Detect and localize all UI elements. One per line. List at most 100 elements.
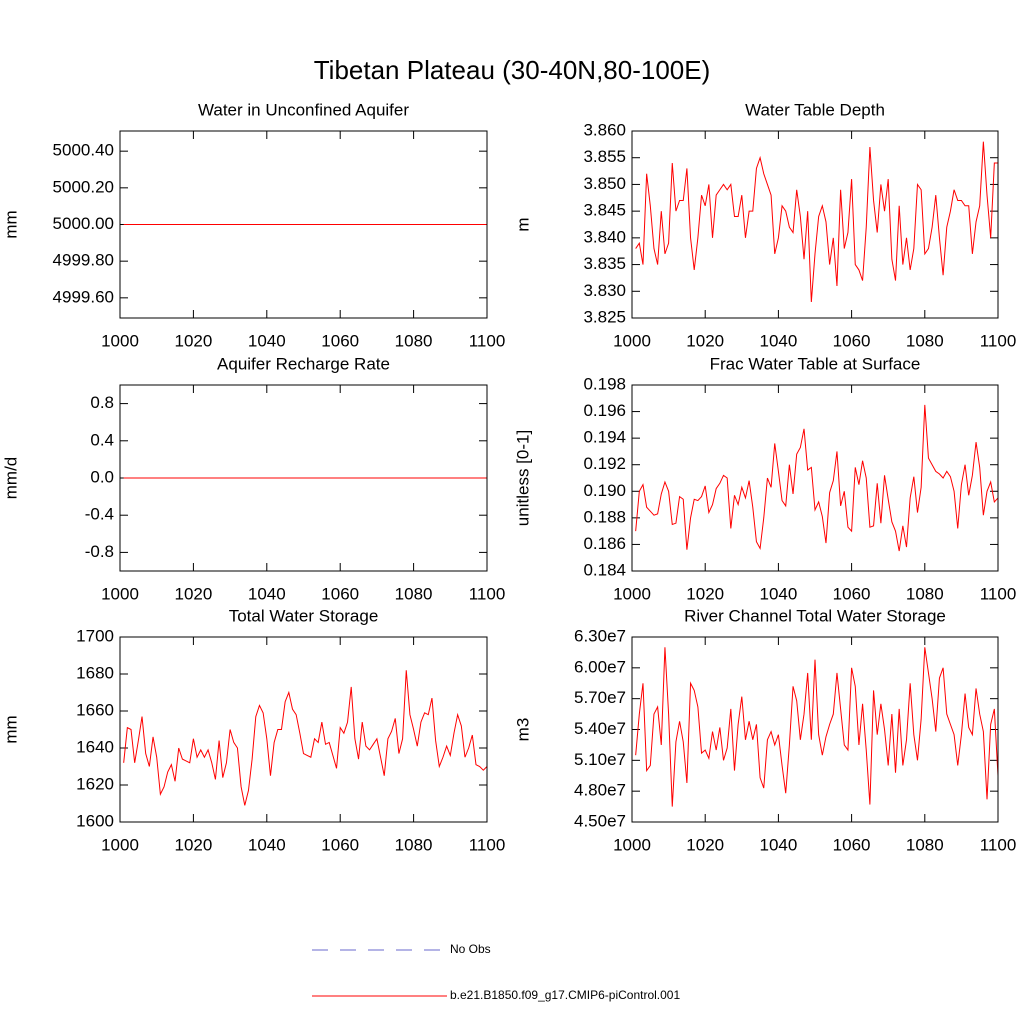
data-line [635, 141, 998, 303]
panel: Water Table Depth m 3.825 3.830 3.835 3.840 3.… [513, 100, 1016, 350]
x-tick-label: 1100 [980, 835, 1017, 854]
x-tick-label: 1040 [248, 584, 286, 603]
y-axis-label: m3 [513, 718, 532, 742]
plot-frame [119, 384, 488, 572]
data-line [123, 670, 488, 806]
legend-label: b.e21.B1850.f09_g17.CMIP6-piControl.001 [450, 988, 680, 1002]
y-tick-label: 1680 [76, 663, 114, 682]
x-tick-label: 1040 [248, 331, 286, 350]
y-tick-label: 6.30e7 [574, 626, 626, 645]
y-tick-label: -0.8 [85, 542, 114, 561]
data-line [635, 404, 999, 552]
x-tick-label: 1100 [980, 331, 1017, 350]
x-tick-label: 1020 [686, 584, 724, 603]
x-tick-label: 1040 [759, 835, 797, 854]
panel: Total Water Storage mm 1600 1620 1640 1660 168… [1, 606, 505, 854]
x-tick-label: 1060 [833, 584, 871, 603]
y-tick-label: 0.186 [583, 534, 626, 553]
x-tick-label: 1020 [174, 835, 212, 854]
x-tick-label: 1060 [321, 584, 359, 603]
y-tick-label: 1620 [76, 774, 114, 793]
y-tick-label: 5.40e7 [574, 719, 626, 738]
y-tick-label: 1600 [76, 811, 114, 830]
y-tick-label: 3.835 [583, 254, 626, 273]
x-tick-label: 1020 [686, 835, 724, 854]
plot-frame [631, 636, 999, 823]
x-tick-label: 1080 [395, 584, 433, 603]
y-tick-label: 0.194 [583, 428, 626, 447]
y-tick-label: 0.8 [90, 393, 114, 412]
y-axis-label: mm [1, 715, 20, 743]
y-tick-label: 5.10e7 [574, 750, 626, 769]
panel: Frac Water Table at Surface unitless [0-1… [513, 354, 1016, 603]
x-tick-label: 1000 [613, 331, 651, 350]
panel-title: Total Water Storage [229, 606, 379, 625]
x-tick-label: 1060 [321, 835, 359, 854]
y-tick-label: 1700 [76, 626, 114, 645]
y-tick-label: 3.850 [583, 174, 626, 193]
y-tick-label: 6.00e7 [574, 657, 626, 676]
y-tick-label: 3.845 [583, 201, 626, 220]
plot-frame [631, 384, 999, 572]
y-tick-label: 0.188 [583, 507, 626, 526]
y-axis-label: mm/d [1, 457, 20, 500]
panel-title: Frac Water Table at Surface [710, 354, 921, 373]
y-tick-label: 4999.60 [53, 287, 114, 306]
y-tick-label: 3.830 [583, 281, 626, 300]
y-tick-label: 5000.40 [53, 141, 114, 160]
figure-title: Tibetan Plateau (30-40N,80-100E) [314, 55, 711, 85]
y-tick-label: 0.0 [90, 467, 114, 486]
y-tick-label: 0.196 [583, 401, 626, 420]
x-tick-label: 1040 [759, 331, 797, 350]
x-tick-label: 1080 [906, 331, 944, 350]
plot-frame [119, 130, 488, 319]
x-tick-label: 1080 [395, 835, 433, 854]
panel-title: Water in Unconfined Aquifer [198, 100, 409, 119]
x-tick-label: 1020 [686, 331, 724, 350]
x-tick-label: 1060 [833, 331, 871, 350]
x-tick-label: 1000 [613, 835, 651, 854]
x-tick-label: 1020 [174, 584, 212, 603]
y-tick-label: 3.855 [583, 147, 626, 166]
x-tick-label: 1060 [833, 835, 871, 854]
y-tick-label: 4999.80 [53, 251, 114, 270]
y-tick-label: -0.4 [85, 505, 114, 524]
panel-title: River Channel Total Water Storage [684, 606, 946, 625]
x-tick-label: 1000 [101, 331, 139, 350]
y-tick-label: 0.198 [583, 374, 626, 393]
x-tick-label: 1040 [248, 835, 286, 854]
panel: River Channel Total Water Storage m3 4.50e… [513, 606, 1016, 854]
x-tick-label: 1020 [174, 331, 212, 350]
y-tick-label: 0.4 [90, 430, 114, 449]
y-tick-label: 5000.20 [53, 177, 114, 196]
y-axis-label: m [513, 217, 532, 231]
y-tick-label: 0.184 [583, 560, 626, 579]
data-line [635, 647, 999, 807]
x-tick-label: 1100 [980, 584, 1017, 603]
x-tick-label: 1100 [469, 835, 506, 854]
y-tick-label: 4.80e7 [574, 781, 626, 800]
x-tick-label: 1080 [906, 584, 944, 603]
y-tick-label: 5000.00 [53, 214, 114, 233]
plot-frame [119, 636, 488, 823]
x-tick-label: 1100 [469, 331, 506, 350]
panel: Water in Unconfined Aquifer mm 4999.60 4999… [1, 100, 505, 350]
y-tick-label: 0.190 [583, 481, 626, 500]
x-tick-label: 1000 [101, 835, 139, 854]
y-tick-label: 3.860 [583, 120, 626, 139]
y-tick-label: 5.70e7 [574, 688, 626, 707]
x-tick-label: 1060 [321, 331, 359, 350]
panel-title: Aquifer Recharge Rate [217, 354, 390, 373]
y-tick-label: 1660 [76, 700, 114, 719]
x-tick-label: 1080 [906, 835, 944, 854]
y-tick-label: 4.50e7 [574, 811, 626, 830]
panel-title: Water Table Depth [745, 100, 885, 119]
x-tick-label: 1000 [101, 584, 139, 603]
y-tick-label: 0.192 [583, 454, 626, 473]
plot-frame [631, 130, 999, 319]
x-tick-label: 1100 [469, 584, 506, 603]
y-tick-label: 3.840 [583, 227, 626, 246]
y-axis-label: mm [1, 210, 20, 238]
